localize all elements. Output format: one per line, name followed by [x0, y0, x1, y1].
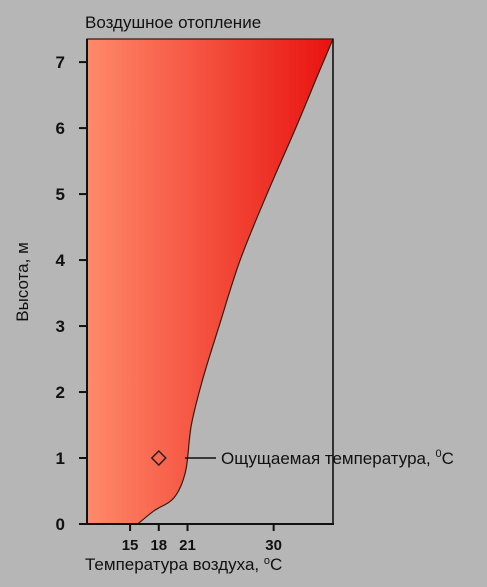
y-ticks: 0 1 2 3 4 5 6 7: [56, 53, 87, 534]
x-ticks: 15 18 21 30: [122, 524, 282, 554]
x-axis-label-unit: C: [270, 555, 282, 574]
annotation-label-unit: C: [442, 449, 454, 468]
annotation-label-text: Ощущаемая температура,: [221, 449, 435, 468]
chart-title: Воздушное отопление: [85, 13, 261, 32]
x-axis-label-text: Температура воздуха,: [85, 555, 264, 574]
x-tick-label: 21: [179, 537, 196, 554]
annotation-label-sup: 0: [435, 448, 441, 460]
x-tick-label: 15: [122, 537, 139, 554]
y-tick-label: 0: [56, 515, 65, 534]
temperature-area: [86, 38, 334, 525]
x-tick-label: 30: [265, 537, 282, 554]
annotation-group: Ощущаемая температура, 0C: [150, 448, 454, 468]
y-tick-label: 3: [56, 317, 65, 336]
y-tick-label: 6: [56, 119, 65, 138]
y-tick-label: 4: [56, 251, 66, 270]
y-axis-label: Высота, м: [13, 242, 32, 322]
y-tick-label: 7: [56, 53, 65, 72]
y-tick-label: 5: [56, 185, 65, 204]
plot-area: [86, 38, 334, 525]
axes: [86, 39, 334, 525]
annotation-label: Ощущаемая температура, 0C: [221, 448, 454, 468]
x-axis-label: Температура воздуха, oC: [85, 555, 282, 574]
annotation-diamond-marker: [150, 449, 167, 467]
x-axis-label-degree: o: [264, 555, 270, 567]
x-tick-label: 18: [150, 537, 167, 554]
y-tick-label: 2: [56, 383, 65, 402]
y-tick-label: 1: [56, 449, 65, 468]
